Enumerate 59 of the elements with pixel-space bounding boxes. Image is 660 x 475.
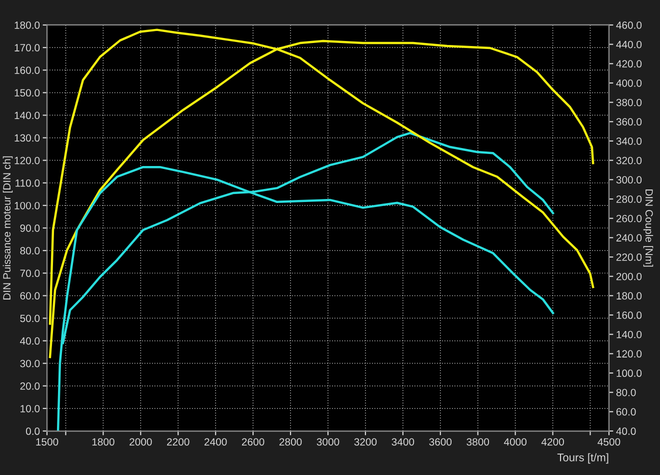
y-tick-label: 20.0 <box>20 382 40 390</box>
y-tick-label: 40.0 <box>20 337 40 345</box>
y2-tick-label: 140.0 <box>616 330 642 338</box>
x-tick-label: 3200 <box>354 438 377 446</box>
y2-tick-label: 200.0 <box>616 272 642 280</box>
x-tick-label: 3800 <box>466 438 490 446</box>
y2-tick-label: 60.0 <box>616 408 636 416</box>
y2-tick-label: 300.0 <box>616 176 642 184</box>
y-tick-label: 150.0 <box>14 89 40 97</box>
y2-tick-label: 240.0 <box>616 234 642 242</box>
y2-tick-label: 340.0 <box>616 137 642 145</box>
y2-tick-label: 40.0 <box>616 428 636 435</box>
y2-tick-label: 380.0 <box>616 98 642 106</box>
y2-tick-label: 420.0 <box>616 60 642 68</box>
y-axis-title: DIN Puissance moteur [DIN ch] <box>2 156 13 300</box>
y-tick-label: 0.0 <box>26 428 40 435</box>
x-tick-label: 2600 <box>242 438 264 446</box>
x-tick-label: 3000 <box>316 438 340 446</box>
y-tick-label: 120.0 <box>14 156 40 164</box>
y2-tick-label: 120.0 <box>616 350 642 358</box>
y-tick-label: 180.0 <box>14 21 40 29</box>
y2-tick-label: 360.0 <box>616 118 642 126</box>
y2-axis-title: DIN Couple [Nm] <box>643 189 654 267</box>
y-tick-label: 80.0 <box>20 247 40 254</box>
y2-tick-label: 400.0 <box>616 79 642 87</box>
y2-tick-label: 460.0 <box>616 21 642 29</box>
y-tick-label: 60.0 <box>20 292 40 300</box>
x-tick-label: 4200 <box>541 438 564 446</box>
x-tick-label: 4500 <box>598 438 620 446</box>
x-tick-label: 1800 <box>92 438 114 446</box>
x-axis-title: Tours [t/m] <box>557 453 608 464</box>
x-tick-label: 4000 <box>504 438 526 446</box>
y-tick-label: 90.0 <box>20 224 40 232</box>
x-tick-label: 2000 <box>130 438 152 446</box>
y2-tick-label: 280.0 <box>616 196 642 203</box>
y-tick-label: 130.0 <box>14 134 40 142</box>
y-tick-label: 50.0 <box>20 314 40 322</box>
y2-tick-label: 320.0 <box>616 156 642 164</box>
y-tick-label: 30.0 <box>20 360 40 368</box>
y-tick-label: 10.0 <box>20 404 40 412</box>
y2-tick-label: 260.0 <box>616 214 642 222</box>
x-tick-label: 2200 <box>167 438 190 446</box>
y2-tick-label: 100.0 <box>616 370 642 377</box>
y2-tick-label: 160.0 <box>616 312 642 319</box>
y2-tick-label: 220.0 <box>616 254 642 261</box>
x-tick-label: 3600 <box>429 438 452 446</box>
y-tick-label: 110.0 <box>16 179 40 187</box>
y-tick-label: 140.0 <box>14 112 40 120</box>
y-tick-label: 170.0 <box>14 44 40 52</box>
y-tick-label: 70.0 <box>20 270 40 277</box>
x-tick-label: 2400 <box>204 438 227 446</box>
x-tick-label: 2800 <box>279 438 302 446</box>
x-tick-label: 1500 <box>36 438 58 446</box>
y-tick-label: 160.0 <box>14 66 40 74</box>
y2-tick-label: 80.0 <box>616 388 636 396</box>
y-tick-label: 100.0 <box>14 202 40 210</box>
y2-tick-label: 440.0 <box>616 40 642 48</box>
y2-tick-label: 180.0 <box>616 292 642 300</box>
x-tick-label: 3400 <box>392 438 414 446</box>
